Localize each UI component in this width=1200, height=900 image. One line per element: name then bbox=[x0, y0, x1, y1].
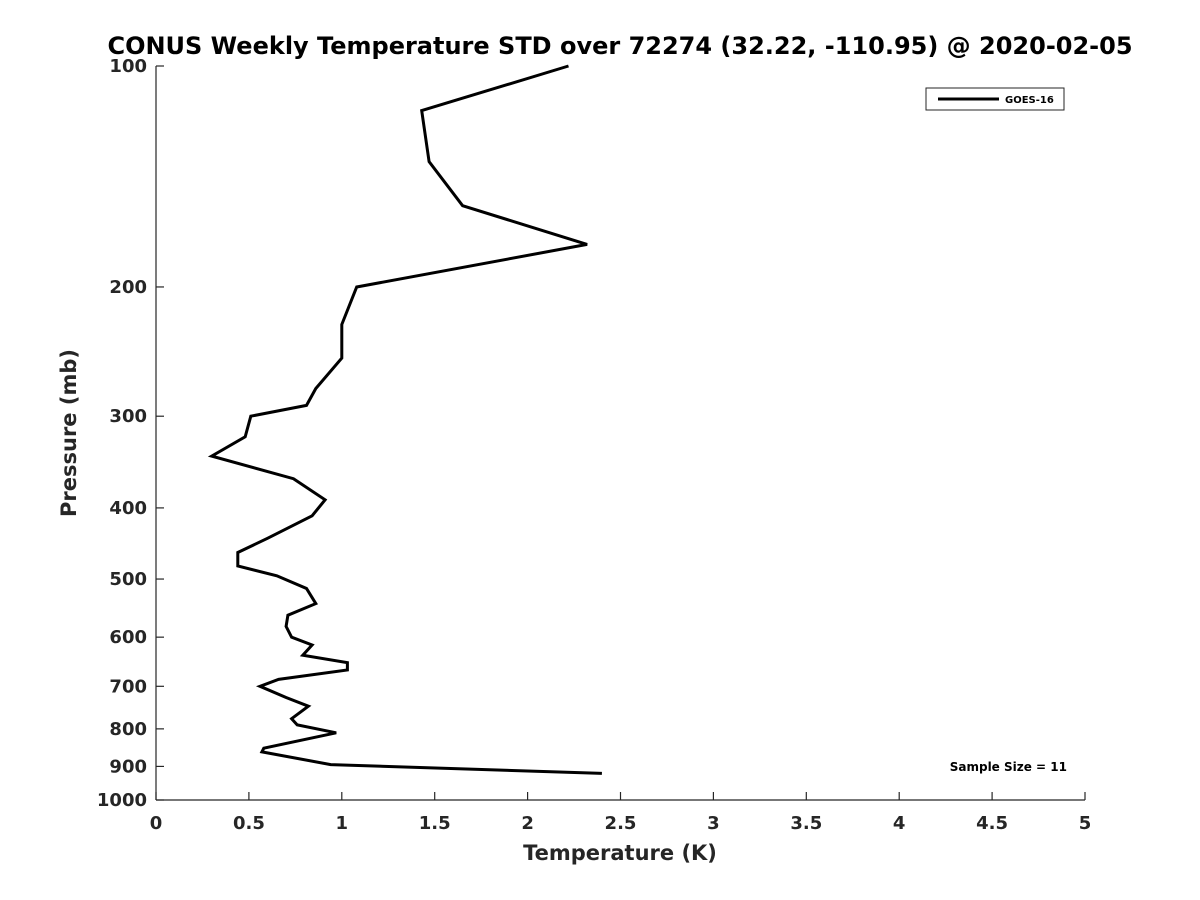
y-tick-label-0: 100 bbox=[109, 56, 147, 77]
y-tick-label-8: 900 bbox=[109, 756, 147, 777]
chart-title: CONUS Weekly Temperature STD over 72274 … bbox=[107, 32, 1132, 60]
x-tick-label-1: 0.5 bbox=[233, 813, 265, 834]
x-ticks: 0 0.5 1 1.5 2 2.5 3 3.5 4 4.5 5 bbox=[150, 792, 1092, 834]
x-tick-label-0: 0 bbox=[150, 813, 163, 834]
y-ticks: 100 200 300 400 500 600 700 800 900 1000 bbox=[97, 56, 164, 811]
x-tick-label-9: 4.5 bbox=[976, 813, 1008, 834]
sample-size-annotation: Sample Size = 11 bbox=[950, 760, 1067, 774]
x-tick-label-4: 2 bbox=[521, 813, 534, 834]
y-tick-label-4: 500 bbox=[109, 569, 147, 590]
y-tick-label-9: 1000 bbox=[97, 790, 147, 811]
y-tick-label-2: 300 bbox=[109, 406, 147, 427]
y-axis-label: Pressure (mb) bbox=[57, 349, 81, 517]
x-axis-label: Temperature (K) bbox=[523, 841, 717, 865]
series-line-goes-16 bbox=[207, 64, 602, 775]
x-tick-label-3: 1.5 bbox=[419, 813, 451, 834]
x-tick-label-6: 3 bbox=[707, 813, 720, 834]
series-layer bbox=[207, 64, 602, 775]
x-tick-label-7: 3.5 bbox=[790, 813, 822, 834]
legend: GOES-16 bbox=[925, 87, 1065, 111]
x-tick-label-5: 2.5 bbox=[605, 813, 637, 834]
legend-label-goes-16: GOES-16 bbox=[1005, 95, 1054, 106]
x-tick-label-2: 1 bbox=[336, 813, 349, 834]
y-tick-label-7: 800 bbox=[109, 719, 147, 740]
x-tick-label-10: 5 bbox=[1079, 813, 1092, 834]
y-tick-label-1: 200 bbox=[109, 277, 147, 298]
x-tick-label-8: 4 bbox=[893, 813, 906, 834]
y-tick-label-3: 400 bbox=[109, 498, 147, 519]
y-tick-label-5: 600 bbox=[109, 627, 147, 648]
y-tick-label-6: 700 bbox=[109, 676, 147, 697]
